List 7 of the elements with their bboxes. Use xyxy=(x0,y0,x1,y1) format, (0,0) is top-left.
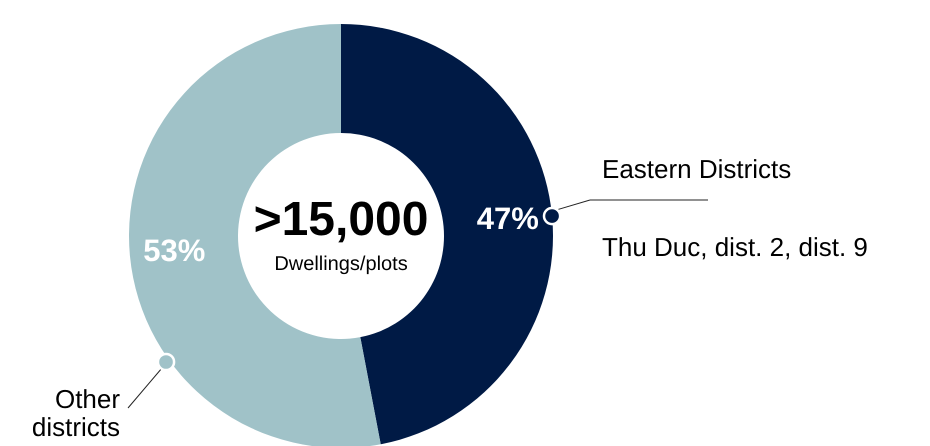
text: Thu Duc, dist. 2, dist. 9 xyxy=(602,232,868,262)
text: Dwellings/plots xyxy=(274,253,408,275)
text: >15,000 xyxy=(254,193,428,246)
slice-label: Other districts xyxy=(32,384,120,442)
slice-label: Eastern Districts xyxy=(602,154,792,184)
data-label: 53% xyxy=(143,232,206,268)
data-label: 47% xyxy=(476,201,539,236)
